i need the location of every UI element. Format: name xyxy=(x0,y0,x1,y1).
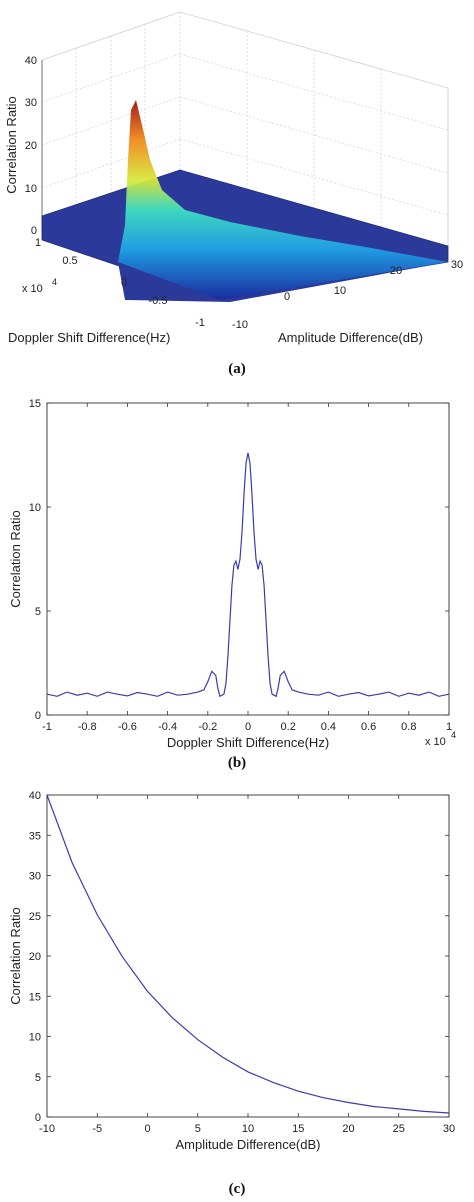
y-tick-label: 30 xyxy=(451,259,463,271)
y-tick-label: 5 xyxy=(35,606,41,618)
x-tick-label: 0 xyxy=(121,277,127,289)
x-axis-label: Doppler Shift Difference(Hz) xyxy=(167,735,329,750)
x-tick-label: 0 xyxy=(245,721,251,733)
y-tick-label: 5 xyxy=(35,1072,41,1084)
x-tick-label: 15 xyxy=(292,1123,304,1135)
panel-label-a: (a) xyxy=(228,361,246,377)
y-axis-label: Amplitude Difference(dB) xyxy=(278,330,423,345)
x-tick-label: 0.5 xyxy=(62,255,77,267)
y-tick-label: 10 xyxy=(29,1032,41,1044)
plot-frame xyxy=(46,794,450,1118)
x-multiplier: x 10 xyxy=(425,736,446,748)
y-tick-label: 35 xyxy=(29,830,41,842)
y-tick-label: 20 xyxy=(390,265,402,277)
x-tick-label: 0.4 xyxy=(321,721,336,733)
z-axis-label: Correlation Ratio xyxy=(4,96,19,194)
x-tick-label: -0.8 xyxy=(78,721,97,733)
x-tick-label: 20 xyxy=(342,1123,354,1135)
x-tick-label: -1 xyxy=(42,721,52,733)
amplitude-line-chart: -10 -5 0 5 10 15 20 25 30 0 5 10 15 20 25 30 35 40 Amplitu… xyxy=(8,790,455,1197)
x-tick-label: -1 xyxy=(195,317,205,329)
panel-label: (c) xyxy=(229,1181,246,1197)
y-tick-label: 0 xyxy=(284,291,290,303)
x-tick-label: 1 xyxy=(446,721,452,733)
x-multiplier: x 10 xyxy=(22,283,43,295)
y-tick-label: 25 xyxy=(29,911,41,923)
x-tick-label: -0.2 xyxy=(198,721,217,733)
y-tick-label: 15 xyxy=(29,991,41,1003)
z-tick-label: 30 xyxy=(25,97,37,109)
doppler-line-chart: -1 -0.8 -0.6 -0.4 -0.2 0 0.2 0.4 0.6 0.8 1051015Do… xyxy=(8,398,456,771)
x-tick-label: 1 xyxy=(35,237,41,249)
x-tick-label: -5 xyxy=(92,1123,102,1135)
z-tick-label: 10 xyxy=(25,183,37,195)
x-tick-label: 10 xyxy=(242,1123,254,1135)
plot-frame xyxy=(46,402,450,716)
y-axis-label: Correlation Ratio xyxy=(8,907,23,1005)
y-tick-label: 0 xyxy=(35,1112,41,1124)
x-tick-label: 5 xyxy=(195,1123,201,1135)
surface-ridge xyxy=(118,100,448,300)
series-line xyxy=(46,794,450,1114)
z-tick-label: 0 xyxy=(31,225,37,237)
y-tick-label: 30 xyxy=(29,871,41,883)
x-tick-label: 0.6 xyxy=(361,721,376,733)
x-tick-label: -0.5 xyxy=(149,295,168,307)
x-axis-label: Amplitude Difference(dB) xyxy=(176,1137,321,1152)
series-line xyxy=(46,452,450,698)
panel-label: (b) xyxy=(228,755,246,771)
y-tick-label: 10 xyxy=(334,285,346,297)
y-axis-label: Correlation Ratio xyxy=(8,510,23,608)
amplitude-plot-area: -10 -5 0 5 10 15 20 25 30 0 5 10 15 20 25 30 35 40 Amplitu… xyxy=(8,790,455,1197)
x-multiplier-exponent: 4 xyxy=(451,730,456,740)
y-tick-label: 10 xyxy=(29,502,41,514)
x-tick-label: -0.4 xyxy=(158,721,177,733)
x-axis-label: Doppler Shift Difference(Hz) xyxy=(8,330,170,345)
z-tick-label: 40 xyxy=(25,55,37,67)
x-multiplier-exponent: 4 xyxy=(52,277,57,287)
x-tick-label: -10 xyxy=(39,1123,55,1135)
x-tick-label: 30 xyxy=(443,1123,455,1135)
x-tick-label: 25 xyxy=(393,1123,405,1135)
y-tick-label: 0 xyxy=(35,710,41,722)
y-tick-label: 40 xyxy=(29,790,41,802)
y-tick-label: -10 xyxy=(232,319,248,331)
x-tick-label: 0.8 xyxy=(401,721,416,733)
surface-ridge-front xyxy=(118,262,448,302)
x-tick-label: 0.2 xyxy=(281,721,296,733)
x-tick-label: -0.6 xyxy=(118,721,137,733)
y-tick-label: 15 xyxy=(29,398,41,410)
y-tick-label: 20 xyxy=(29,951,41,963)
x-tick-label: 0 xyxy=(144,1123,150,1135)
z-tick-label: 20 xyxy=(25,140,37,152)
doppler-plot-area: -1 -0.8 -0.6 -0.4 -0.2 0 0.2 0.4 0.6 0.8 1051015Do… xyxy=(8,398,456,771)
